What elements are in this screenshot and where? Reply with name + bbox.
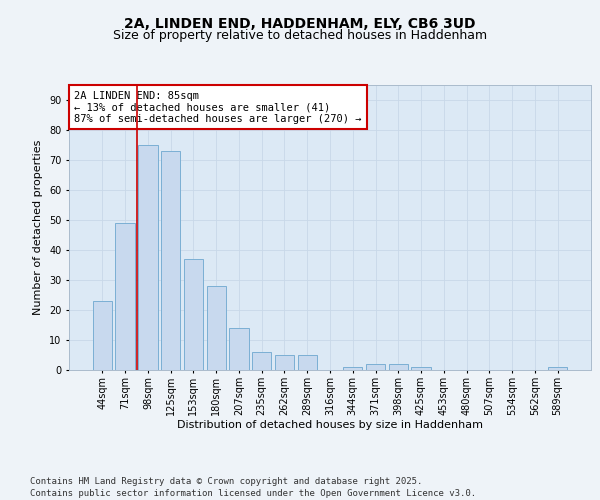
Text: Contains HM Land Registry data © Crown copyright and database right 2025.
Contai: Contains HM Land Registry data © Crown c… — [30, 476, 476, 498]
Bar — [115, 223, 135, 370]
Bar — [229, 328, 248, 370]
Bar — [548, 367, 567, 370]
Text: 2A, LINDEN END, HADDENHAM, ELY, CB6 3UD: 2A, LINDEN END, HADDENHAM, ELY, CB6 3UD — [124, 18, 476, 32]
Bar — [275, 355, 294, 370]
Bar — [412, 367, 431, 370]
Y-axis label: Number of detached properties: Number of detached properties — [34, 140, 43, 315]
Bar — [93, 301, 112, 370]
Text: 2A LINDEN END: 85sqm
← 13% of detached houses are smaller (41)
87% of semi-detac: 2A LINDEN END: 85sqm ← 13% of detached h… — [74, 90, 362, 124]
Bar — [184, 259, 203, 370]
Bar — [366, 364, 385, 370]
Bar — [138, 145, 158, 370]
Text: Size of property relative to detached houses in Haddenham: Size of property relative to detached ho… — [113, 29, 487, 42]
Bar — [343, 367, 362, 370]
Bar — [206, 286, 226, 370]
Bar — [298, 355, 317, 370]
Bar — [161, 151, 181, 370]
X-axis label: Distribution of detached houses by size in Haddenham: Distribution of detached houses by size … — [177, 420, 483, 430]
Bar — [252, 352, 271, 370]
Bar — [389, 364, 408, 370]
